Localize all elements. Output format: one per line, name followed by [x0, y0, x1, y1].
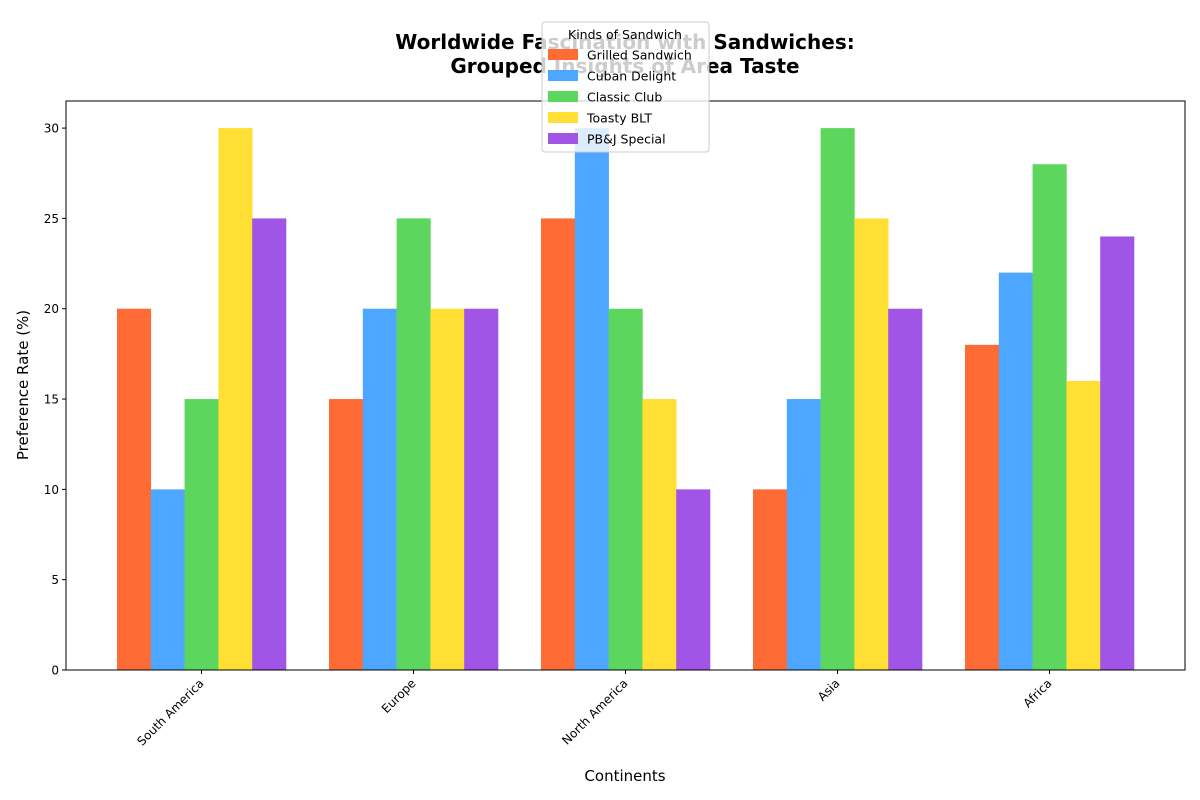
legend: Kinds of Sandwich Grilled Sandwich Cuban …	[541, 21, 710, 153]
bar-pb-j-special-north-america	[676, 489, 711, 670]
x-tick-label: Asia	[815, 676, 843, 704]
legend-swatch	[548, 91, 578, 102]
x-axis-ticks: South America Europe North America Asia Afri…	[134, 670, 1055, 748]
y-tick-label: 30	[44, 122, 59, 136]
bar-cuban-delight-south-america	[150, 489, 185, 670]
y-tick-label: 20	[44, 302, 59, 316]
bar-toasty-blt-south-america	[218, 128, 253, 671]
x-tick-label: Europe	[379, 676, 419, 716]
bar-toasty-blt-asia	[854, 218, 889, 670]
bar-toasty-blt-north-america	[642, 399, 677, 670]
bar-classic-club-south-america	[184, 399, 219, 670]
bar-cuban-delight-africa	[998, 272, 1033, 670]
y-axis-ticks: 0 5 10 15 20 25 30	[44, 122, 66, 678]
bar-grilled-sandwich-north-america	[541, 218, 576, 670]
x-axis-title: Continents	[584, 767, 665, 785]
bar-classic-club-north-america	[608, 308, 643, 670]
y-tick-label: 10	[44, 483, 59, 497]
bar-grilled-sandwich-south-america	[117, 308, 152, 670]
legend-entries: Grilled Sandwich Cuban Delight Classic Clu…	[548, 48, 692, 147]
y-tick-label: 0	[51, 664, 59, 678]
legend-label: Cuban Delight	[587, 69, 676, 84]
bar-toasty-blt-europe	[430, 308, 465, 670]
bar-cuban-delight-asia	[786, 399, 821, 670]
bar-toasty-blt-africa	[1066, 380, 1101, 670]
y-tick-label: 25	[44, 212, 59, 226]
y-tick-label: 15	[44, 393, 59, 407]
bar-grilled-sandwich-africa	[965, 344, 1000, 670]
legend-label: Classic Club	[587, 90, 662, 105]
bar-grilled-sandwich-asia	[753, 489, 788, 670]
bar-classic-club-europe	[396, 218, 431, 670]
legend-swatch	[548, 49, 578, 60]
y-axis-title: Preference Rate (%)	[14, 310, 32, 460]
x-tick-label: Africa	[1021, 676, 1055, 710]
legend-box	[541, 21, 710, 153]
legend-swatch	[548, 70, 578, 81]
bar-cuban-delight-north-america	[574, 128, 609, 671]
x-tick-label: North America	[559, 676, 630, 747]
x-tick-label: South America	[134, 676, 206, 748]
bar-cuban-delight-europe	[362, 308, 397, 670]
legend-label: PB&J Special	[587, 132, 666, 147]
legend-swatch	[548, 133, 578, 144]
legend-label: Toasty BLT	[586, 111, 652, 126]
bar-pb-j-special-south-america	[252, 218, 287, 670]
bars-layer	[117, 128, 1135, 671]
legend-title: Kinds of Sandwich	[568, 27, 682, 42]
bar-pb-j-special-africa	[1100, 236, 1135, 671]
bar-classic-club-asia	[820, 128, 855, 671]
bar-classic-club-africa	[1032, 164, 1067, 670]
legend-label: Grilled Sandwich	[587, 48, 692, 63]
bar-grilled-sandwich-europe	[329, 399, 364, 670]
bar-pb-j-special-europe	[464, 308, 499, 670]
legend-swatch	[548, 112, 578, 123]
y-tick-label: 5	[51, 573, 59, 587]
bar-pb-j-special-asia	[888, 308, 923, 670]
